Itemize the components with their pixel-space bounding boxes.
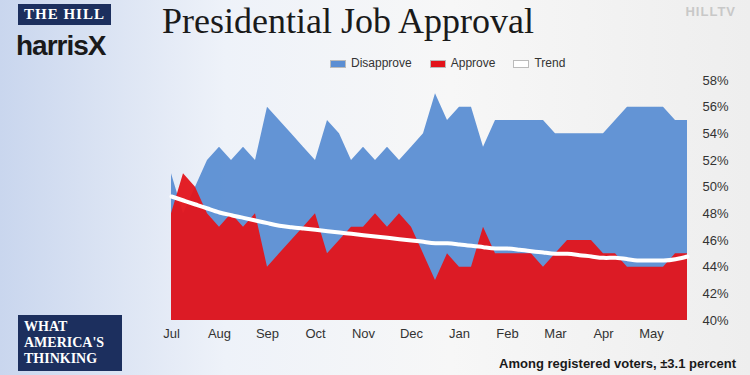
html-text:harrisX: harrisX bbox=[16, 30, 106, 61]
svg-text:Apr: Apr bbox=[593, 326, 614, 341]
html-text:WHAT AMERICA'S THINKING: WHAT AMERICA'S THINKING bbox=[24, 319, 105, 366]
svg-text:Nov: Nov bbox=[352, 326, 376, 341]
html-text:HILLTV: HILLTV bbox=[685, 4, 736, 19]
svg-text:Mar: Mar bbox=[544, 326, 567, 341]
svg-text:Oct: Oct bbox=[305, 326, 326, 341]
svg-text:Jan: Jan bbox=[449, 326, 470, 341]
html-text:Approve: Approve bbox=[450, 56, 496, 70]
svg-text:48%: 48% bbox=[703, 206, 729, 221]
html-text:Presidential Job Approval: Presidential Job Approval bbox=[162, 1, 534, 41]
svg-text:42%: 42% bbox=[703, 286, 729, 301]
svg-text:Feb: Feb bbox=[496, 326, 518, 341]
svg-text:52%: 52% bbox=[703, 153, 729, 168]
svg-text:56%: 56% bbox=[703, 99, 729, 114]
svg-text:58%: 58% bbox=[703, 74, 729, 88]
html-text:Disapprove: Disapprove bbox=[351, 56, 412, 70]
svg-text:44%: 44% bbox=[703, 259, 729, 274]
html-text:Trend: Trend bbox=[534, 56, 566, 70]
svg-text:54%: 54% bbox=[703, 126, 729, 141]
svg-text:Sep: Sep bbox=[256, 326, 279, 341]
svg-text:Dec: Dec bbox=[400, 326, 424, 341]
svg-text:50%: 50% bbox=[703, 179, 729, 194]
svg-text:40%: 40% bbox=[703, 313, 729, 328]
html-text:THE HILL: THE HILL bbox=[24, 6, 105, 22]
svg-text:Jul: Jul bbox=[163, 326, 180, 341]
svg-text:Aug: Aug bbox=[208, 326, 231, 341]
svg-text:May: May bbox=[639, 326, 664, 341]
html-text:Among registered voters, ±3.1: Among registered voters, ±3.1 percent bbox=[499, 356, 736, 371]
svg-text:46%: 46% bbox=[703, 233, 729, 248]
